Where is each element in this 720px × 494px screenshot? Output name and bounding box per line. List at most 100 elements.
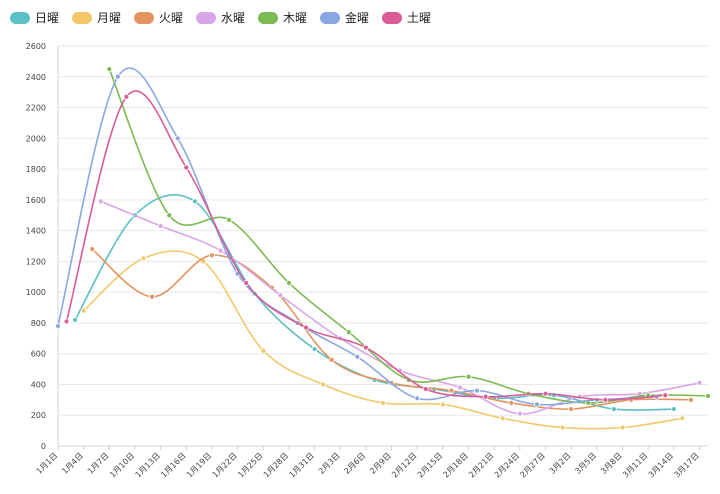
series-6-point-6 [354,353,361,360]
legend-swatch-7 [382,12,402,24]
x-tick-label-1: 1月1日 [35,451,60,476]
y-tick-label-1400: 1400 [26,227,46,236]
series-7-point-7 [422,386,429,392]
legend-label-1: 日曜 [35,11,59,25]
y-tick-label-600: 600 [31,350,46,359]
series-3-point-8 [508,400,515,406]
series-7-point-9 [542,390,549,397]
legend-label-7: 土曜 [407,11,431,25]
series-6-point-2 [114,73,121,80]
legend-item-4: 水曜 [196,11,245,25]
series-line-3 [91,248,692,410]
x-tick-label-15: 2月12日 [390,451,418,479]
series-7-point-10 [602,396,609,403]
x-tick-label-5: 1月13日 [134,451,162,479]
series-6-point-9 [534,401,540,408]
x-tick-label-10: 1月28日 [262,451,290,479]
legend-swatch-5 [258,12,278,24]
legend-item-1: 日曜 [10,11,59,25]
series-3-point-7 [448,387,455,394]
y-tick-label-200: 200 [31,411,46,420]
x-tick-label-6: 1月16日 [159,451,187,479]
x-tick-label-16: 2月15日 [416,451,444,479]
series-2-point-5 [320,381,327,388]
series-3-point-3 [209,252,215,259]
series-7-point-3 [183,164,190,171]
series-7-point-6 [362,344,369,351]
x-tick-label-25: 3月14日 [647,451,675,479]
series-4-point-3 [217,247,224,254]
series-5-point-1 [106,66,113,72]
series-2-point-8 [499,415,506,422]
series-2-point-9 [559,424,566,431]
legend-item-7: 土曜 [382,11,431,25]
series-7-point-5 [303,324,309,331]
legend-label-3: 火曜 [159,11,183,25]
series-7-point-2 [123,93,130,100]
x-tick-label-14: 2月9日 [368,451,393,476]
series-2-point-6 [380,400,386,406]
x-tick-label-8: 1月22日 [211,451,239,479]
series-group [55,66,711,431]
x-tick-label-17: 2月18日 [441,451,469,479]
series-7-point-11 [662,392,669,399]
legend-item-5: 木曜 [258,11,307,25]
x-tick-label-18: 2月21日 [467,451,495,479]
x-tick-label-12: 2月3日 [317,451,342,476]
y-tick-label-2400: 2400 [26,73,46,82]
series-line-4 [99,200,701,415]
series-3-point-1 [89,246,96,252]
series-3-point-9 [568,406,575,412]
legend-label-4: 水曜 [221,11,245,25]
series-1-point-1 [72,316,79,323]
series-2-point-10 [619,424,626,431]
series-3-point-2 [149,293,155,300]
series-5-point-4 [286,280,292,286]
y-tick-label-0: 0 [41,442,46,451]
series-5-point-7 [465,373,472,380]
series-1-point-3 [191,198,198,205]
y-tick-label-2000: 2000 [26,134,46,143]
series-7 [63,90,669,403]
series-line-5 [108,68,709,404]
legend-item-6: 金曜 [320,10,369,25]
legend-item-2: 月曜 [72,11,121,25]
series-3 [89,246,694,412]
series-2 [80,250,686,431]
series-2-point-7 [439,401,446,408]
y-tick-label-800: 800 [31,319,46,328]
legend-swatch-3 [134,12,154,24]
x-tick-label-24: 3月11日 [621,451,649,479]
y-tick-label-1200: 1200 [26,257,46,266]
series-5 [106,66,711,406]
series-4-point-2 [157,223,164,229]
series-3-point-11 [687,396,694,403]
series-7-point-8 [482,393,489,400]
series-2-point-2 [140,255,147,262]
legend-label-6: 金曜 [345,10,369,25]
series-7-point-1 [63,318,70,325]
series-4-point-11 [696,380,703,386]
y-tick-label-1600: 1600 [26,196,46,205]
legend-swatch-2 [72,12,92,24]
series-5-point-2 [166,212,173,219]
y-tick-label-400: 400 [31,380,46,389]
series-4 [97,198,703,417]
series-5-point-5 [345,329,352,336]
x-tick-label-22: 3月5日 [573,451,598,476]
series-2-point-4 [260,347,267,354]
series-4-point-1 [97,198,104,205]
series-6-point-1 [55,323,61,329]
x-tick-label-7: 1月19日 [185,451,213,479]
x-tick-label-19: 2月24日 [493,451,521,479]
legend-label-5: 木曜 [283,11,307,25]
legend: 日曜 月曜 火曜 水曜 木曜 金曜 土曜 [10,10,431,25]
legend-swatch-1 [10,12,30,24]
series-4-point-7 [457,384,463,391]
series-3-point-5 [328,356,335,363]
y-tick-label-2200: 2200 [26,104,46,113]
grid [58,45,708,447]
series-2-point-11 [679,415,686,422]
series-2-point-1 [80,307,87,314]
